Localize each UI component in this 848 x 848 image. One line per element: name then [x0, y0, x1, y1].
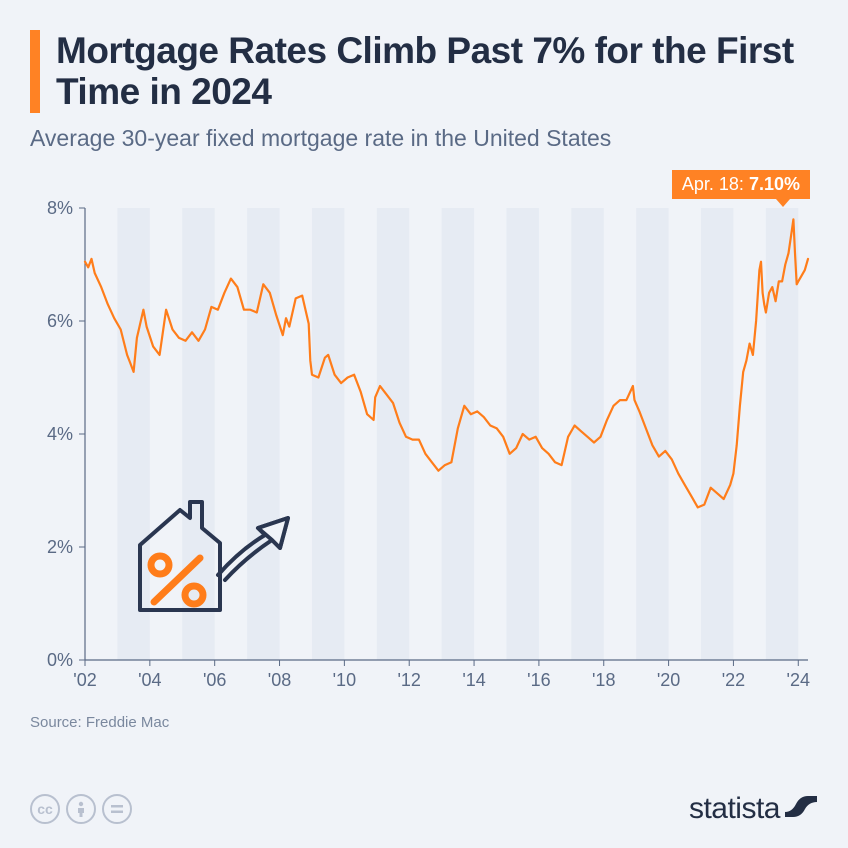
- accent-bar: [30, 30, 40, 113]
- svg-text:8%: 8%: [47, 198, 73, 218]
- statista-logo: statista: [689, 792, 818, 826]
- svg-text:'16: '16: [527, 670, 550, 690]
- svg-text:'14: '14: [462, 670, 485, 690]
- svg-text:'18: '18: [592, 670, 615, 690]
- source-label: Source: Freddie Mac: [30, 714, 818, 731]
- svg-text:'08: '08: [268, 670, 291, 690]
- svg-text:'10: '10: [333, 670, 356, 690]
- svg-text:'20: '20: [657, 670, 680, 690]
- svg-text:'12: '12: [397, 670, 420, 690]
- callout-label: Apr. 18: 7.10%: [672, 170, 810, 199]
- brand-text: statista: [689, 792, 780, 826]
- svg-text:'22: '22: [722, 670, 745, 690]
- house-percent-icon: [120, 480, 320, 635]
- svg-text:0%: 0%: [47, 650, 73, 670]
- cc-nd-icon: [102, 794, 132, 824]
- svg-text:6%: 6%: [47, 311, 73, 331]
- callout-date: Apr. 18:: [682, 174, 744, 194]
- title-block: Mortgage Rates Climb Past 7% for the Fir…: [30, 30, 818, 113]
- subtitle: Average 30-year fixed mortgage rate in t…: [30, 125, 818, 152]
- footer: cc statista: [30, 792, 818, 826]
- svg-text:'24: '24: [787, 670, 810, 690]
- svg-text:'02: '02: [73, 670, 96, 690]
- callout-value: 7.10%: [749, 174, 800, 194]
- cc-by-icon: [66, 794, 96, 824]
- cc-icon: cc: [30, 794, 60, 824]
- svg-text:4%: 4%: [47, 424, 73, 444]
- svg-text:'04: '04: [138, 670, 161, 690]
- headline: Mortgage Rates Climb Past 7% for the Fir…: [56, 30, 818, 113]
- brand-wave-icon: [784, 792, 818, 826]
- svg-text:'06: '06: [203, 670, 226, 690]
- cc-license-icons: cc: [30, 794, 132, 824]
- chart-area: Apr. 18: 7.10% 0% 2% 4% 6% 8% '02 '04 '06 '08 '10…: [30, 170, 818, 700]
- svg-text:2%: 2%: [47, 537, 73, 557]
